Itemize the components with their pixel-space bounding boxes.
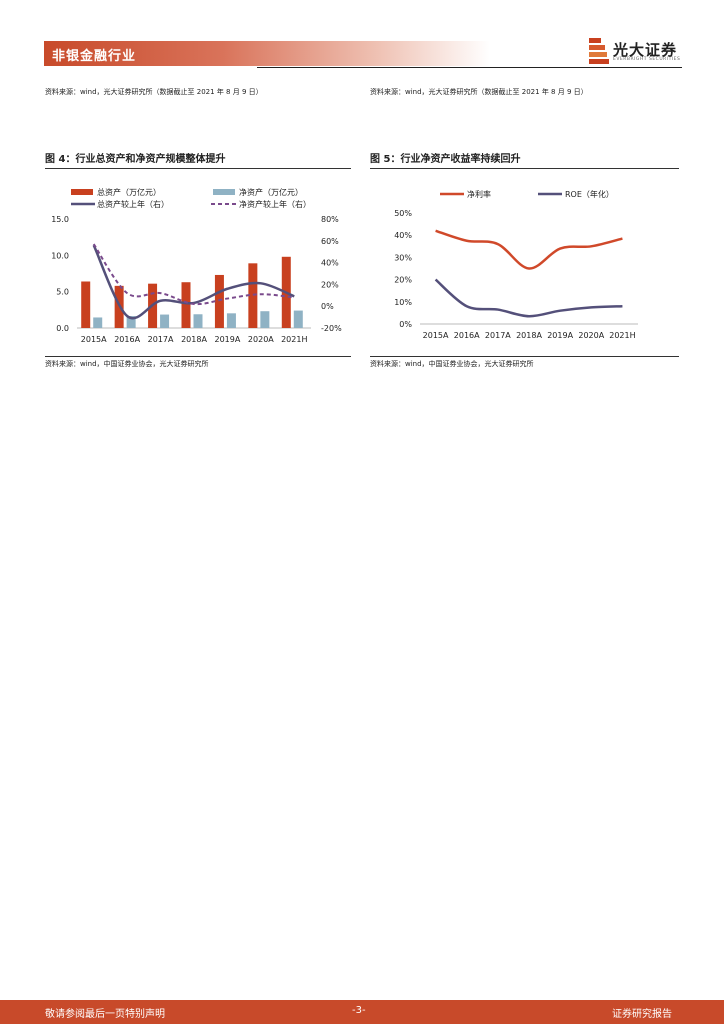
x-tick-label: 2017A [485,331,511,340]
bar-net-assets [193,314,203,328]
footer-report-type: 证券研究报告 [612,1009,672,1020]
bar-net-assets [160,314,170,328]
y-right-tick-label: 20% [321,280,339,289]
legend-label-total-assets: 总资产（万亿元） [97,187,161,197]
y-right-tick-label: 40% [321,259,339,268]
header-band: 非银金融行业 [44,41,490,66]
bar-total-assets [214,274,224,328]
y-tick-label: 20% [394,276,412,285]
legend-label-net-margin: 净利率 [467,189,491,199]
bar-total-assets [81,281,91,328]
bar-total-assets [181,282,191,328]
chart4-legend: 总资产（万亿元） 净资产（万亿元） 总资产较上年（右） 净资产较上年（右） [71,187,311,209]
y-right-tick-label: -20% [321,324,342,333]
line-net-growth [92,243,295,306]
legend-label-roe: ROE（年化） [565,189,614,199]
legend-label-net-growth: 净资产较上年（右） [239,199,311,209]
y-left-tick-label: 10.0 [51,251,69,260]
header-rule [257,67,682,68]
y-tick-label: 0% [399,320,412,329]
source-note-top-left: 资料来源：wind，光大证券研究所（数据截止至 2021 年 8 月 9 日） [45,88,263,96]
y-tick-label: 30% [394,253,412,262]
line-total-growth [92,244,295,320]
y-tick-label: 40% [394,231,412,240]
x-tick-label: 2019A [547,331,573,340]
y-left-tick-label: 15.0 [51,215,69,224]
x-tick-label: 2015A [423,331,449,340]
y-right-tick-label: 0% [321,302,334,311]
bar-total-assets [248,263,258,328]
chart5-legend: 净利率 ROE（年化） [440,189,614,199]
figure4-bottom-rule [45,356,351,357]
y-tick-label: 10% [394,298,412,307]
x-tick-label: 2016A [454,331,480,340]
y-left-tick-label: 5.0 [56,288,69,297]
line-net-margin [435,229,623,270]
page-number: -3- [352,1005,366,1016]
y-right-tick-label: 80% [321,215,339,224]
y-left-tick-label: 0.0 [56,324,69,333]
x-tick-label: 2016A [114,335,140,344]
footer-disclaimer: 敬请参阅最后一页特别声明 [45,1009,165,1020]
x-tick-label: 2020A [248,335,274,344]
legend-swatch-total-assets [71,189,93,195]
x-tick-label: 2017A [148,335,174,344]
y-tick-label: 50% [394,209,412,218]
bar-net-assets [260,311,270,328]
figure4-top-rule [45,168,351,169]
source-note-top-right: 资料来源：wind，光大证券研究所（数据截止至 2021 年 8 月 9 日） [370,88,588,96]
legend-swatch-net-assets [213,189,235,195]
x-tick-label: 2021H [609,331,635,340]
figure4-title: 图 4：行业总资产和净资产规模整体提升 [45,154,226,165]
figure5-source: 资料来源：wind，中国证券业协会，光大证券研究所 [370,360,534,368]
figure5-title: 图 5：行业净资产收益率持续回升 [370,154,521,165]
logo-mark-icon [589,38,609,64]
x-tick-label: 2018A [516,331,542,340]
bar-net-assets [126,316,136,328]
legend-label-total-growth: 总资产较上年（右） [97,199,169,209]
x-tick-label: 2019A [215,335,241,344]
legend-label-net-assets: 净资产（万亿元） [239,187,303,197]
bar-net-assets [226,313,236,328]
x-tick-label: 2021H [281,335,307,344]
footer-bar: 敬请参阅最后一页特别声明 -3- 证券研究报告 [0,1000,724,1024]
figure4-chart: 总资产（万亿元） 净资产（万亿元） 总资产较上年（右） 净资产较上年（右） 0.… [51,187,342,344]
figure5-bottom-rule [370,356,679,357]
figure5-chart: 净利率 ROE（年化） 0% 10% 20% 30% 40% 50% 2015A 2016A 2… [394,189,638,340]
logo-subtitle: EVERBRIGHT SECURITIES [613,57,681,62]
section-title: 非银金融行业 [52,49,137,64]
logo-text: 光大证券 [613,41,678,59]
figure4-source: 资料来源：wind，中国证券业协会，光大证券研究所 [45,360,209,368]
figure5-top-rule [370,168,679,169]
x-tick-label: 2015A [81,335,107,344]
y-right-tick-label: 60% [321,237,339,246]
x-tick-label: 2020A [578,331,604,340]
bar-net-assets [93,317,103,328]
bar-net-assets [293,310,303,328]
line-roe [434,278,623,318]
x-tick-label: 2018A [181,335,207,344]
